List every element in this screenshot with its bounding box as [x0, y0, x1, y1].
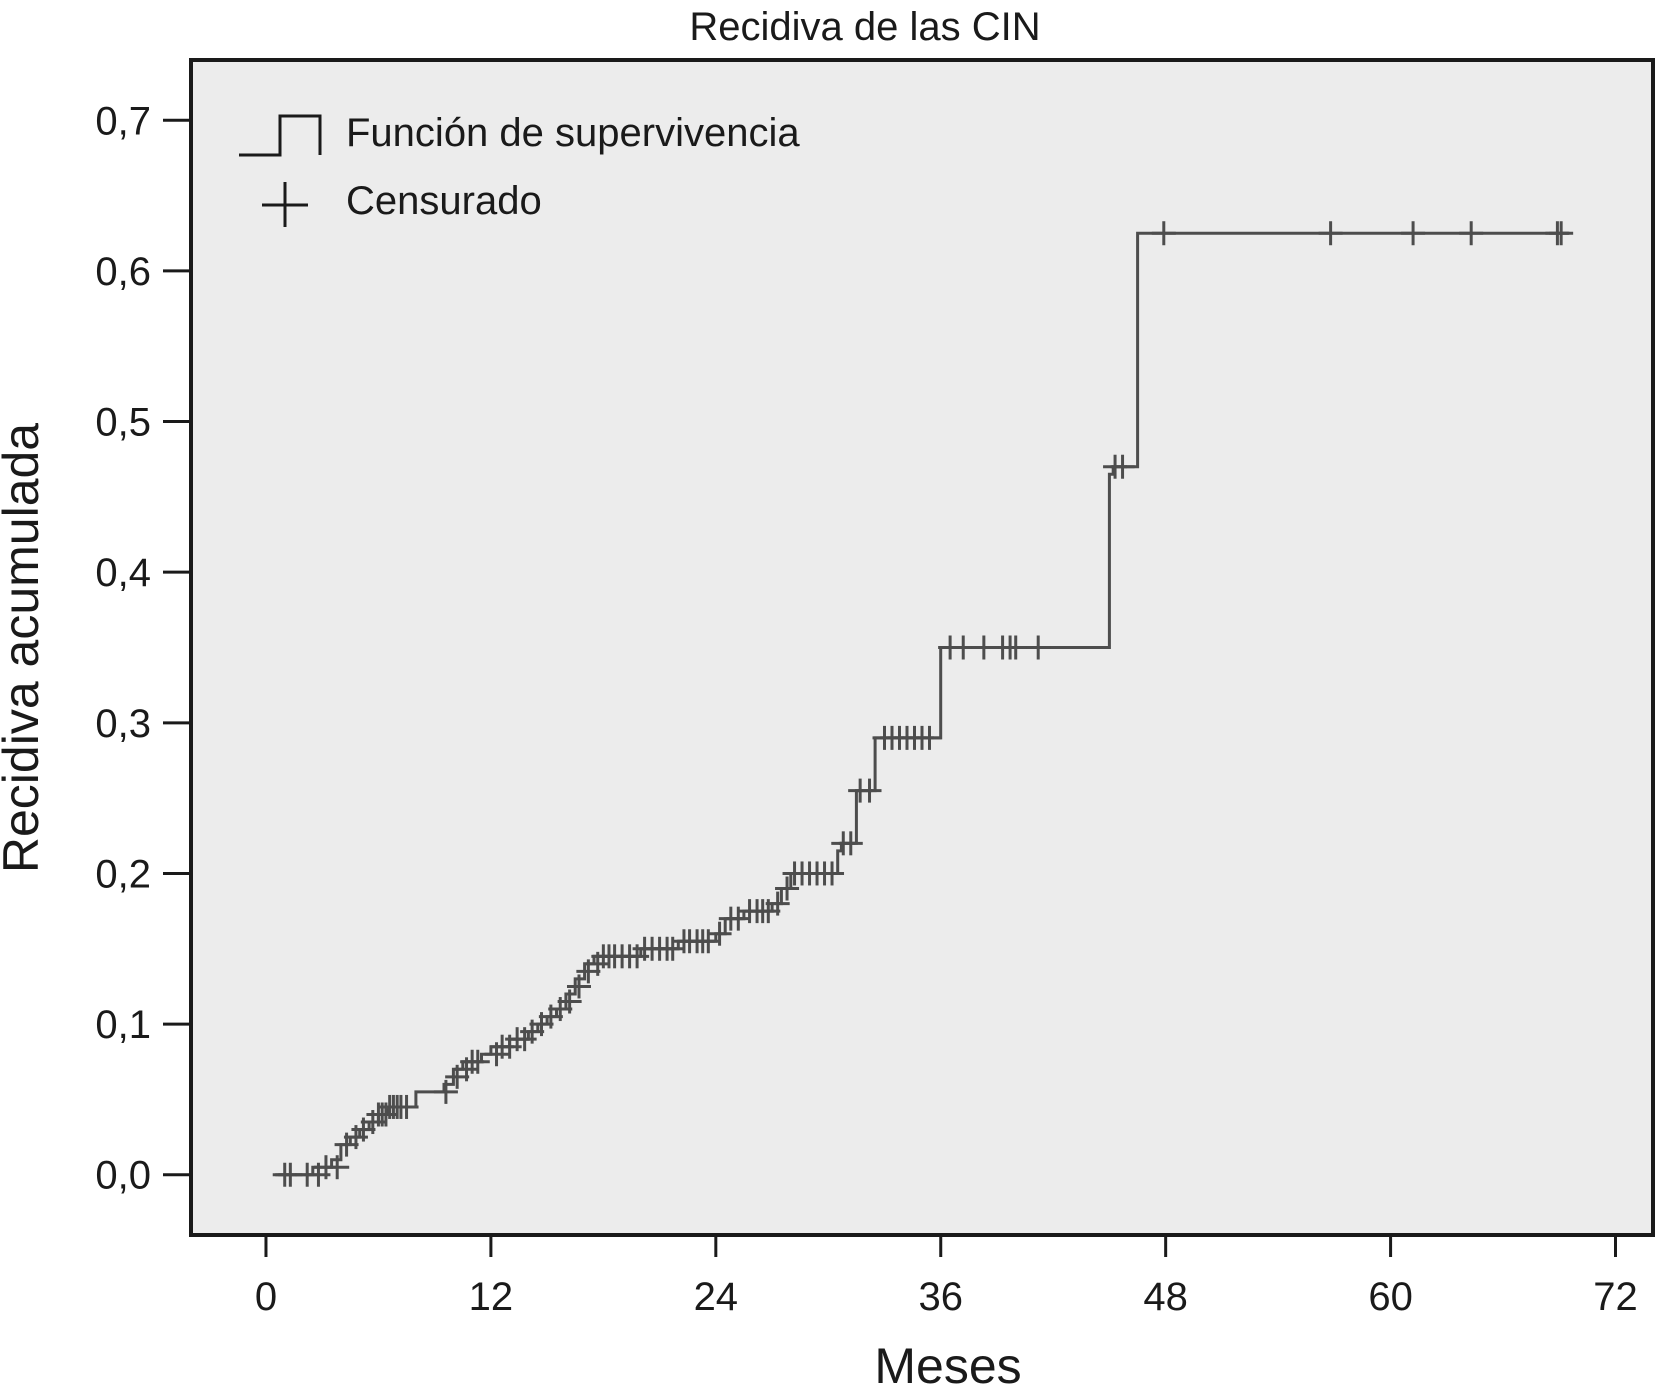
legend-label-censurado: Censurado [346, 179, 542, 223]
censor-mark [1401, 221, 1426, 246]
y-tick-label-4: 0,4 [95, 551, 151, 595]
legend-plus-symbol [262, 182, 308, 227]
x-tick-label-72: 72 [1593, 1275, 1638, 1319]
y-tick-label-5: 0,5 [95, 401, 151, 445]
censor-mark [465, 1049, 490, 1074]
censor-mark [707, 921, 732, 946]
censor-mark [394, 1094, 419, 1119]
y-tick-label-6: 0,6 [95, 250, 151, 294]
x-tick-label-0: 0 [255, 1275, 277, 1319]
legend: Función de supervivencia Censurado [239, 111, 800, 227]
x-tick-label-36: 36 [918, 1275, 963, 1319]
censor-mark [857, 778, 882, 803]
x-tick-label-24: 24 [694, 1275, 739, 1319]
censor-mark [917, 725, 942, 750]
y-tick-label-2: 0,2 [95, 852, 151, 896]
censor-mark [1459, 221, 1484, 246]
chart-title: Recidiva de las CIN [689, 5, 1040, 49]
legend-step-symbol [239, 114, 322, 157]
censor-mark [838, 831, 863, 856]
censor-mark [325, 1155, 350, 1180]
censor-mark [566, 974, 591, 999]
y-axis: 0,0 0,1 0,2 0,3 0,4 0,5 0,6 0,7 [95, 99, 191, 1198]
x-tick-label-60: 60 [1368, 1275, 1413, 1319]
censor-mark [1110, 454, 1135, 479]
censor-mark [1151, 221, 1176, 246]
y-tick-label-3: 0,3 [95, 702, 151, 746]
censor-mark [820, 861, 845, 886]
censor-mark [951, 635, 976, 660]
y-tick-label-7: 0,7 [95, 99, 151, 143]
legend-label-funcion-de-supervivencia: Función de supervivencia [346, 111, 800, 155]
x-axis: 0 12 24 36 48 60 72 [255, 1235, 1638, 1319]
censor-mark [557, 989, 582, 1014]
y-tick-label-0: 0,0 [95, 1154, 151, 1198]
censor-mark [1003, 635, 1028, 660]
x-tick-label-48: 48 [1143, 1275, 1188, 1319]
censor-mark [765, 891, 790, 916]
x-tick-label-12: 12 [469, 1275, 514, 1319]
y-axis-label: Recidiva acumulada [0, 423, 49, 873]
censor-marks [272, 221, 1574, 1187]
y-tick-label-1: 0,1 [95, 1003, 151, 1047]
plot-area [189, 58, 1655, 1237]
censor-mark [1318, 221, 1343, 246]
x-axis-label: Meses [874, 1338, 1021, 1385]
censor-mark [1549, 221, 1574, 246]
censor-mark [1026, 635, 1051, 660]
censor-mark [775, 876, 800, 901]
censor-mark [433, 1079, 458, 1104]
